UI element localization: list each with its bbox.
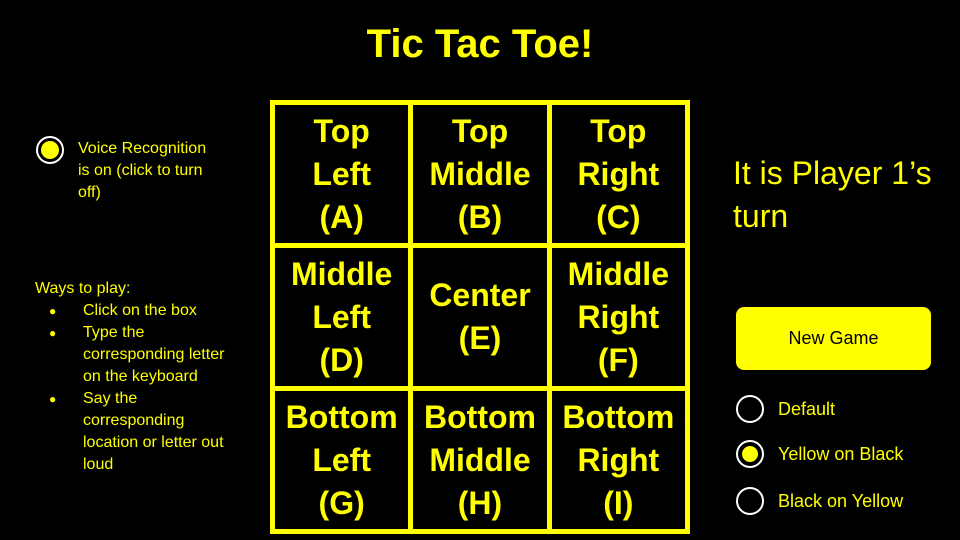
- ways-item-type: Type the corresponding letter on the key…: [35, 322, 235, 388]
- cell-bottom-middle[interactable]: Bottom Middle (H): [413, 391, 547, 529]
- voice-radio[interactable]: [36, 136, 64, 164]
- cell-center[interactable]: Center (E): [413, 248, 547, 386]
- theme-radio-default[interactable]: [736, 395, 764, 423]
- radio-selected-dot: [41, 141, 59, 159]
- cell-middle-right[interactable]: Middle Right (F): [551, 248, 685, 386]
- cell-bottom-right[interactable]: Bottom Right (I): [551, 391, 685, 529]
- voice-toggle[interactable]: Voice Recognition is on (click to turn o…: [36, 136, 216, 204]
- theme-option-yellow-on-black[interactable]: Yellow on Black: [736, 440, 903, 468]
- cell-top-right[interactable]: Top Right (C): [551, 105, 685, 243]
- theme-label-default: Default: [778, 398, 836, 419]
- theme-option-default[interactable]: Default: [736, 395, 835, 423]
- new-game-button[interactable]: New Game: [736, 307, 931, 370]
- theme-radio-black-on-yellow[interactable]: [736, 487, 764, 515]
- voice-toggle-label: Voice Recognition is on (click to turn o…: [78, 140, 207, 201]
- radio-selected-dot: [742, 446, 758, 462]
- ways-item-say: Say the corresponding location or letter…: [35, 388, 235, 476]
- cell-top-left[interactable]: Top Left (A): [275, 105, 409, 243]
- turn-status: It is Player 1’s turn: [733, 155, 932, 234]
- theme-option-black-on-yellow[interactable]: Black on Yellow: [736, 487, 903, 515]
- ways-list: Click on the box Type the corresponding …: [35, 300, 235, 476]
- theme-label-black-on-yellow: Black on Yellow: [778, 490, 904, 511]
- theme-radio-yellow-on-black[interactable]: [736, 440, 764, 468]
- page-title: Tic Tac Toe!: [366, 22, 594, 66]
- ways-heading: Ways to play:: [35, 280, 131, 297]
- ways-to-play: Ways to play: Click on the box Type the …: [35, 278, 235, 476]
- ways-item-click: Click on the box: [35, 300, 235, 322]
- cell-top-middle[interactable]: Top Middle (B): [413, 105, 547, 243]
- theme-label-yellow-on-black: Yellow on Black: [778, 443, 904, 464]
- game-board: Top Left (A) Top Middle (B) Top Right (C…: [270, 100, 690, 534]
- cell-bottom-left[interactable]: Bottom Left (G): [275, 391, 409, 529]
- cell-middle-left[interactable]: Middle Left (D): [275, 248, 409, 386]
